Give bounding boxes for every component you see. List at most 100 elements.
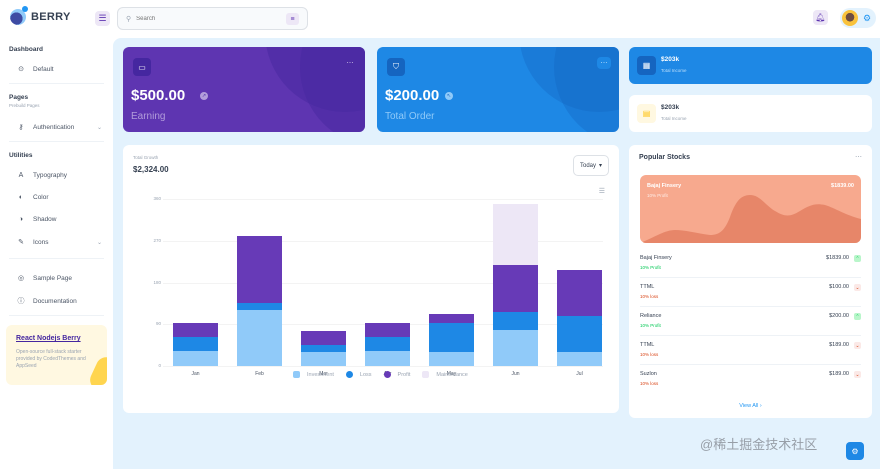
bar-segment-loss	[237, 302, 282, 310]
period-select[interactable]: Today ▾	[573, 155, 609, 176]
search-filter-button[interactable]: ≡	[286, 13, 299, 25]
dashboard-icon: ⊙	[18, 66, 24, 73]
earning-card: ▭ ⋯ $500.00 ↗ Earning	[123, 47, 365, 132]
legend-label: Profit	[397, 371, 411, 378]
menu-toggle-button[interactable]: ☰	[95, 11, 110, 26]
bar-may[interactable]	[429, 314, 474, 366]
bar-segment-investment	[237, 309, 282, 366]
promo-text: Open-source full-stack starter provided …	[16, 349, 86, 369]
divider	[9, 315, 104, 316]
featured-stock-name: Bajaj Finsery	[647, 183, 682, 189]
sidebar-item-default[interactable]: ⊙ Default	[17, 65, 102, 74]
main-content: ▭ ⋯ $500.00 ↗ Earning ⛉ ⋯ $200.00 ↖ Tota…	[113, 38, 880, 469]
bar-apr[interactable]	[365, 322, 410, 366]
bar-segment-investment	[557, 352, 602, 366]
chevron-up-icon: ⌃	[854, 255, 861, 262]
chart-menu-button[interactable]: ☰	[599, 187, 605, 195]
sidebar-item-typography[interactable]: A Typography	[17, 172, 102, 179]
featured-stock-change: 10% Profit	[647, 193, 668, 198]
customization-button[interactable]: ⚙	[846, 442, 864, 460]
bar-segment-maintenance	[493, 204, 538, 265]
legend-item-maintenance[interactable]: Maintenance	[422, 371, 468, 378]
legend-label: Loss	[359, 371, 372, 378]
watermark: @稀土掘金技术社区	[700, 437, 818, 452]
divider	[640, 335, 861, 336]
stocks-title: Popular Stocks	[639, 154, 690, 161]
legend-item-investment[interactable]: Investment	[293, 371, 334, 378]
bar-segment-loss	[301, 345, 346, 353]
more-options-button[interactable]: ⋯	[346, 60, 354, 67]
promo-link[interactable]: React Nodejs Berry	[16, 335, 81, 342]
bar-jul[interactable]	[557, 269, 602, 366]
stock-row[interactable]: Reliance 10% Profit $200.00 ⌃	[640, 313, 861, 342]
profile-menu-button[interactable]: ⚙	[840, 8, 876, 28]
view-all-link[interactable]: View All ›	[629, 403, 872, 409]
arrow-up-right-icon: ↗	[200, 92, 208, 100]
search-bar: ⚲ ≡	[117, 7, 308, 30]
sidebar-item-label: Icons	[33, 238, 49, 246]
gridline	[163, 366, 603, 367]
gridline	[163, 282, 603, 284]
stock-price: $189.00	[829, 371, 849, 377]
bar-segment-investment	[173, 351, 218, 366]
stock-row[interactable]: Suzlon 10% loss $189.00 ⌄	[640, 371, 861, 400]
divider	[640, 364, 861, 365]
sidebar-item-label: Default	[33, 65, 54, 73]
featured-stock-price: $1839.00	[831, 183, 854, 189]
bar-segment-profit	[173, 322, 218, 338]
order-amount: $200.00	[385, 87, 440, 104]
stock-change: 10% Profit	[640, 323, 661, 328]
stock-row[interactable]: TTML 10% loss $189.00 ⌄	[640, 342, 861, 371]
chevron-down-icon: ⌄	[96, 239, 102, 246]
order-label: Total Order	[385, 111, 435, 122]
sidebar-item-sample-page[interactable]: ◎ Sample Page	[17, 274, 102, 283]
notifications-button[interactable]: 🔔︎	[813, 10, 828, 25]
palette-icon: ◐	[18, 194, 24, 201]
bar-mar[interactable]	[301, 331, 346, 366]
view-all-label: View All	[739, 403, 759, 409]
sidebar-item-label: Shadow	[33, 216, 57, 223]
stock-name: TTML	[640, 342, 655, 348]
bar-segment-profit	[301, 331, 346, 346]
bar-jun[interactable]	[493, 204, 538, 366]
bar-feb[interactable]	[237, 236, 282, 366]
chart-legend: Investment Loss Profit Maintenance	[293, 371, 468, 378]
pencil-icon: ✎	[18, 239, 24, 246]
x-axis-label: May	[446, 371, 457, 377]
divider	[9, 83, 104, 84]
bar-segment-investment	[493, 329, 538, 366]
legend-item-loss[interactable]: Loss	[345, 371, 372, 378]
stock-change: 10% loss	[640, 294, 659, 299]
sidebar-item-icons[interactable]: ✎ Icons ⌄	[17, 238, 102, 247]
more-options-button[interactable]: ⋯	[597, 57, 611, 69]
help-icon: ⓘ	[17, 298, 25, 305]
y-axis-tick: 360	[153, 196, 161, 201]
sidebar-item-authentication[interactable]: ⚷ Authentication ⌄	[17, 123, 102, 132]
sidebar-item-color[interactable]: ◐ Color	[17, 194, 102, 201]
stacked-bar-chart: 360270180900JanFebMarAprMayJunJul	[123, 193, 619, 413]
y-axis-tick: 0	[158, 363, 161, 368]
bar-segment-profit	[237, 236, 282, 303]
caret-down-icon: ▾	[599, 163, 603, 169]
earning-amount: $500.00	[131, 87, 186, 104]
legend-item-profit[interactable]: Profit	[383, 371, 411, 378]
promo-card: React Nodejs Berry Open-source full-stac…	[6, 325, 107, 385]
bar-jan[interactable]	[173, 322, 218, 366]
bar-segment-loss	[429, 322, 474, 353]
search-input[interactable]	[136, 15, 277, 22]
sidebar-item-documentation[interactable]: ⓘ Documentation	[17, 296, 102, 306]
stock-name: TTML	[640, 284, 655, 290]
search-icon: ⚲	[126, 15, 132, 23]
divider	[9, 258, 104, 259]
sidebar-item-shadow[interactable]: ◑ Shadow	[17, 216, 102, 223]
y-axis-tick: 270	[153, 237, 161, 243]
stock-row[interactable]: TTML 10% loss $100.00 ⌄	[640, 284, 861, 313]
x-axis-label: Jan	[191, 371, 200, 377]
avatar	[842, 10, 858, 26]
brand-logo[interactable]: BERRY	[10, 6, 71, 25]
stock-price: $100.00	[829, 284, 849, 290]
stock-row[interactable]: Bajaj Finsery 10% Profit $1839.00 ⌃	[640, 255, 861, 284]
stock-name: Bajaj Finsery	[640, 255, 672, 261]
popular-stocks-card: Popular Stocks ⋯ Bajaj Finsery 10% Profi…	[629, 145, 872, 418]
more-options-button[interactable]: ⋯	[855, 154, 862, 161]
